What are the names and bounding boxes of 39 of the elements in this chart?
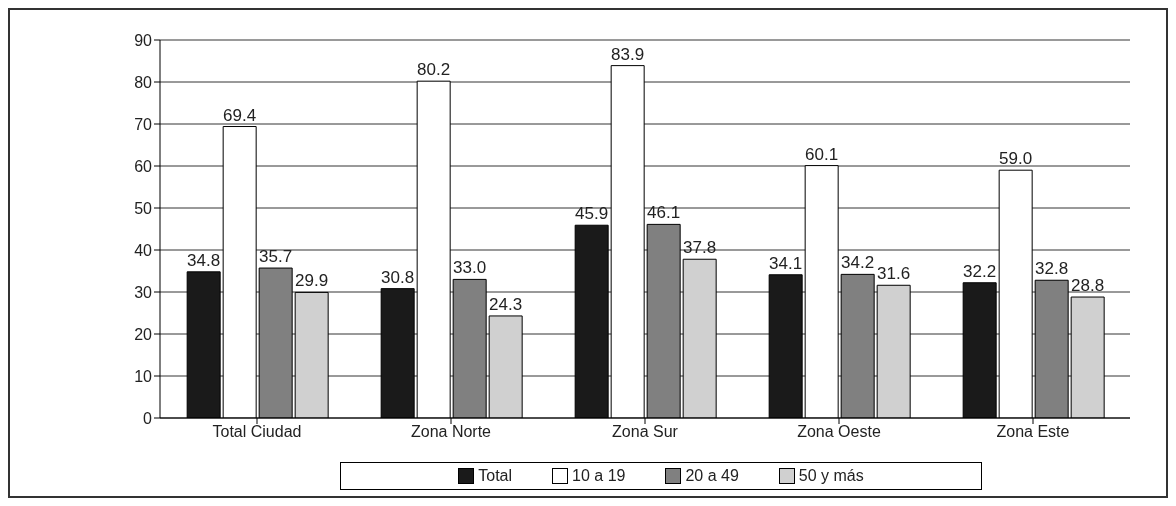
data-label: 59.0 xyxy=(999,149,1033,169)
x-tick-label: Zona Norte xyxy=(410,423,492,441)
data-label: 30.8 xyxy=(381,267,415,287)
legend-label: Total xyxy=(478,467,513,485)
x-tick-label: Zona Sur xyxy=(612,423,679,441)
y-tick-label: 60 xyxy=(134,157,153,175)
data-label: 24.3 xyxy=(489,294,523,314)
data-label: 28.8 xyxy=(1071,276,1105,296)
data-label: 32.8 xyxy=(1035,259,1069,279)
data-label: 32.2 xyxy=(963,261,997,281)
y-tick-label: 80 xyxy=(134,73,153,91)
data-label: 34.2 xyxy=(841,253,875,273)
y-tick-label: 90 xyxy=(134,31,153,49)
data-label: 69.4 xyxy=(223,105,257,125)
data-label: 45.9 xyxy=(575,204,609,224)
y-tick-label: 10 xyxy=(134,367,153,385)
data-label: 34.1 xyxy=(769,253,803,273)
data-label: 80.2 xyxy=(417,60,451,80)
legend-label: 20 a 49 xyxy=(685,467,739,485)
y-tick-label: 20 xyxy=(134,325,153,343)
data-label: 37.8 xyxy=(683,238,717,258)
data-label: 60.1 xyxy=(805,144,839,164)
data-label: 35.7 xyxy=(259,247,293,267)
y-tick-label: 40 xyxy=(134,241,153,259)
x-tick-label: Zona Oeste xyxy=(797,423,881,441)
x-tick-label: Total Ciudad xyxy=(212,423,302,441)
data-label: 46.1 xyxy=(647,203,681,223)
x-tick-label: Zona Este xyxy=(996,423,1070,441)
data-label: 31.6 xyxy=(877,264,911,284)
y-tick-label: 70 xyxy=(134,115,153,133)
legend-label: 10 a 19 xyxy=(572,467,626,485)
y-tick-label: 0 xyxy=(143,409,153,427)
data-label: 34.8 xyxy=(187,250,221,270)
data-label: 33.0 xyxy=(453,258,487,278)
data-label: 29.9 xyxy=(295,271,329,291)
legend-label: 50 y más xyxy=(798,467,864,485)
y-tick-label: 50 xyxy=(134,199,153,217)
data-label: 83.9 xyxy=(611,44,645,64)
y-tick-label: 30 xyxy=(134,283,153,301)
